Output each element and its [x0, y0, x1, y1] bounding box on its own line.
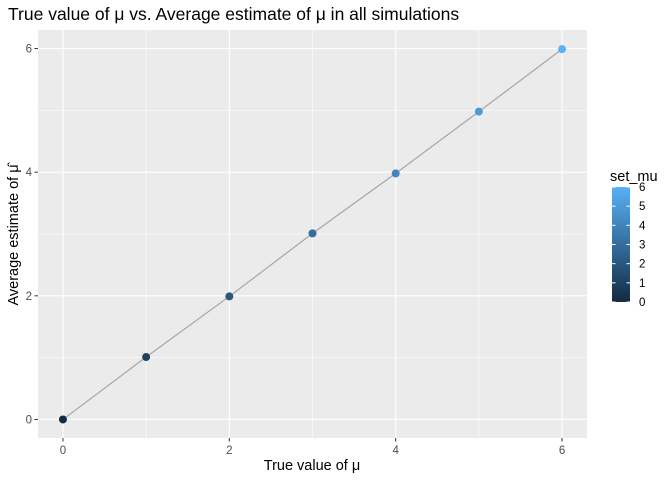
data-point — [391, 169, 400, 178]
y-tick-label: 2 — [26, 291, 32, 303]
data-point — [558, 45, 567, 54]
legend: set_mu 0 1 2 3 4 5 6 — [610, 169, 658, 309]
x-axis-label: True value of μ — [264, 458, 360, 474]
x-tick-label: 2 — [226, 445, 232, 457]
legend-colorbar — [612, 187, 630, 302]
legend-tick-label: 5 — [639, 201, 645, 213]
y-tick-label: 4 — [26, 167, 33, 179]
chart-title: True value of μ vs. Average estimate of … — [8, 4, 459, 24]
y-tick-label: 0 — [26, 414, 32, 426]
grid-lines — [38, 30, 587, 438]
y-tick-label: 6 — [26, 44, 32, 56]
x-tick-label: 0 — [60, 445, 66, 457]
legend-tick-label: 4 — [639, 220, 646, 232]
legend-tick-label: 2 — [639, 259, 645, 271]
data-point — [142, 353, 151, 362]
legend-tick-label: 0 — [639, 297, 645, 309]
legend-tick-label: 1 — [639, 278, 645, 290]
data-point — [308, 229, 317, 238]
legend-title: set_mu — [610, 169, 658, 185]
data-point — [225, 292, 234, 301]
data-point — [58, 415, 67, 424]
axes: 0 2 4 6 0 2 4 6 — [26, 44, 566, 457]
y-axis-label: Average estimate of μ̂ — [6, 161, 22, 305]
legend-tick-label: 3 — [639, 240, 645, 252]
data-points — [58, 45, 567, 424]
legend-ticks: 0 1 2 3 4 5 6 — [612, 182, 646, 309]
legend-tick-label: 6 — [639, 182, 645, 194]
x-tick-label: 4 — [392, 445, 399, 457]
data-point — [474, 107, 483, 116]
x-tick-label: 6 — [559, 445, 565, 457]
